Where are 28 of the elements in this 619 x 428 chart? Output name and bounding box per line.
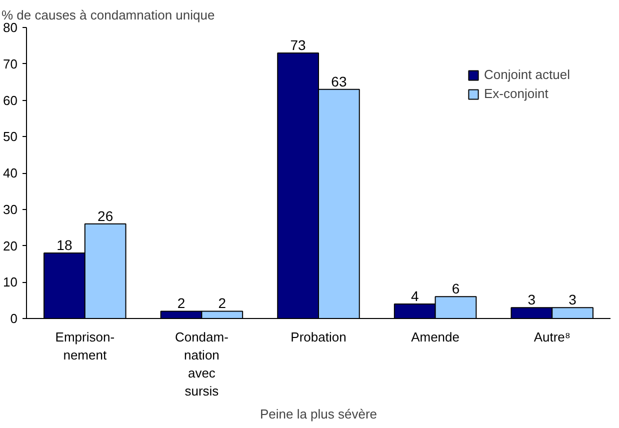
data-label: 3 — [528, 292, 536, 308]
legend-label: Conjoint actuel — [484, 67, 570, 82]
x-axis-title: Peine la plus sévère — [260, 406, 378, 422]
y-tick-label: 70 — [3, 56, 18, 72]
y-tick-label: 20 — [3, 238, 18, 254]
y-axis-title: % de causes à condamnation unique — [2, 8, 215, 22]
y-tick-label: 80 — [3, 20, 18, 35]
data-label: 18 — [56, 237, 72, 254]
legend-label: Ex-conjoint — [484, 86, 548, 101]
data-label: 2 — [218, 295, 226, 312]
x-tick-label: Autre⁸ — [534, 330, 570, 344]
data-label: 3 — [568, 292, 577, 308]
y-tick-label: 30 — [3, 202, 18, 217]
x-tick-label: Emprison- nement — [55, 330, 115, 362]
x-tick-label: Condam- nation avec sursis — [174, 330, 228, 398]
data-label: 73 — [290, 36, 306, 53]
y-tick-label: 0 — [10, 311, 18, 326]
data-label: 26 — [98, 208, 114, 224]
y-tick-label: 60 — [3, 92, 18, 108]
x-tick-label: Amende — [411, 330, 460, 344]
x-tick-label: Probation — [290, 330, 346, 344]
y-tick-label: 10 — [3, 274, 18, 290]
data-label: 2 — [177, 295, 186, 312]
data-label: 6 — [452, 280, 460, 297]
y-tick-label: 50 — [3, 129, 18, 144]
data-label: 4 — [410, 288, 419, 304]
data-label: 63 — [331, 73, 347, 90]
y-tick-label: 40 — [3, 166, 18, 180]
